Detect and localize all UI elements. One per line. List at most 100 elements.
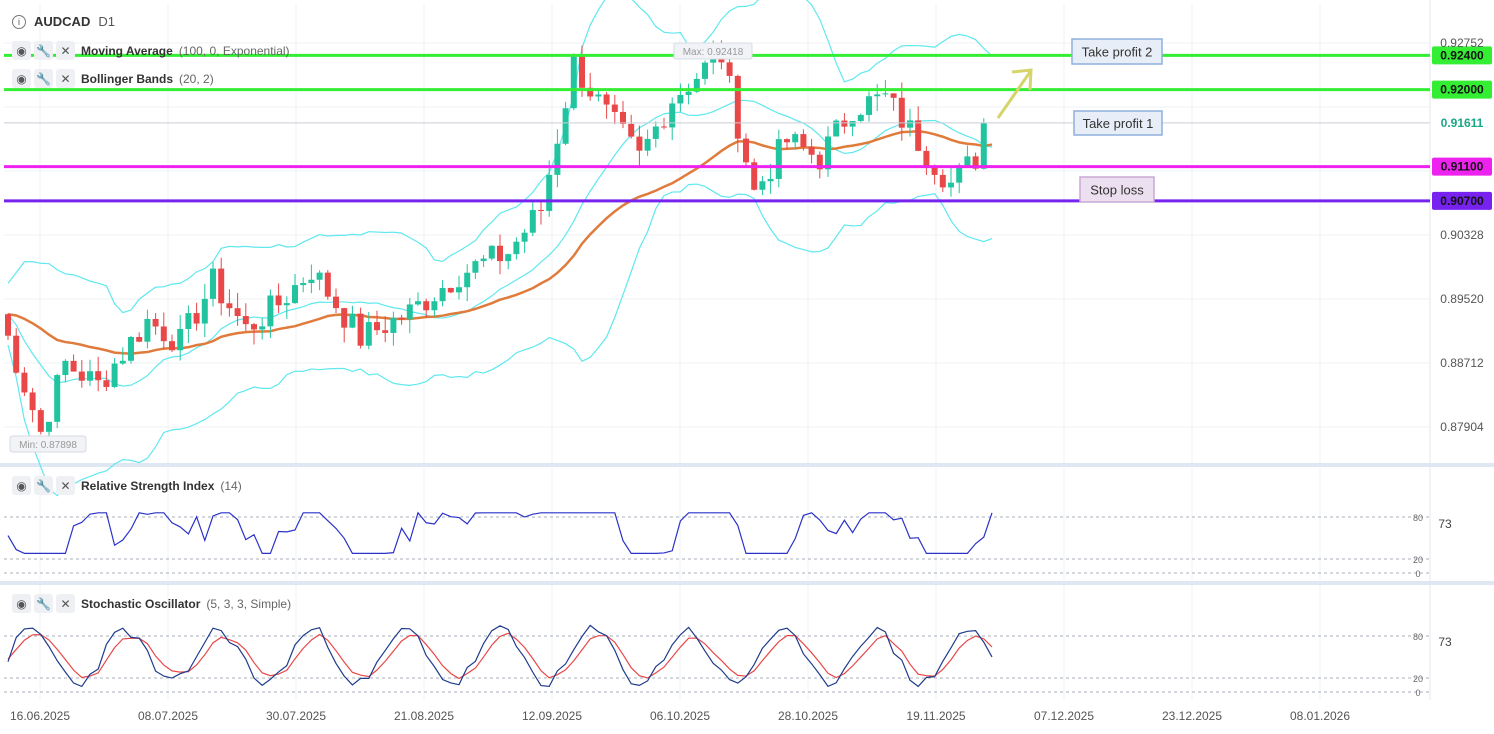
eye-icon[interactable]: ◉ — [12, 476, 31, 495]
candle-body — [119, 360, 126, 364]
wrench-icon[interactable]: 🔧 — [34, 41, 53, 60]
indicator-name: Moving Average — [81, 43, 173, 58]
candle-body — [529, 210, 536, 233]
candle-body — [546, 174, 553, 211]
info-icon[interactable]: i — [12, 14, 26, 29]
x-tick-label: 19.11.2025 — [906, 709, 965, 723]
candle-body — [775, 139, 782, 179]
candle-body — [792, 134, 799, 143]
candle-body — [693, 78, 700, 92]
x-tick-label: 12.09.2025 — [522, 709, 582, 723]
stop-loss-label-box — [1079, 176, 1155, 203]
candle-body — [570, 56, 577, 109]
indicator-row-rsi: ◉ 🔧 ✕ Relative Strength Index (14) — [12, 476, 242, 495]
candle-body — [931, 165, 938, 175]
indicator-row-stoch: ◉ 🔧 ✕ Stochastic Oscillator (5, 3, 3, Si… — [12, 594, 291, 613]
candle-body — [579, 56, 585, 88]
take-profit-2-label: Take profit 2 — [1082, 45, 1153, 60]
candle-body — [849, 120, 856, 127]
candle-body — [226, 303, 233, 309]
candle-body — [210, 268, 216, 299]
y-tick-label: 0.89520 — [1440, 292, 1484, 306]
candle-body — [685, 91, 692, 95]
candle-body — [423, 301, 430, 311]
candle-body — [816, 154, 823, 170]
candle-body — [743, 138, 749, 163]
close-icon[interactable]: ✕ — [56, 41, 75, 60]
candle-body — [505, 254, 512, 262]
eye-icon[interactable]: ◉ — [12, 69, 31, 88]
candle-body — [46, 421, 52, 432]
candle-body — [603, 94, 610, 105]
candle-body — [521, 232, 528, 242]
price-level-label: 0.91100 — [1441, 160, 1484, 174]
candle-body — [726, 62, 733, 76]
eye-icon[interactable]: ◉ — [12, 594, 31, 613]
candle-body — [800, 134, 807, 147]
current-price-label: 0.91611 — [1441, 116, 1484, 130]
price-level-tag — [1432, 191, 1492, 210]
candle-body — [907, 120, 913, 128]
wrench-icon[interactable]: 🔧 — [34, 594, 53, 613]
candle-body — [29, 392, 36, 411]
x-tick-label: 30.07.2025 — [266, 709, 326, 723]
candle-body — [661, 126, 667, 128]
price-level-label: 0.90700 — [1440, 194, 1484, 208]
candle-body — [300, 283, 307, 286]
candle-body — [201, 298, 208, 324]
candle-body — [431, 301, 438, 311]
candle-body — [259, 326, 266, 330]
y-tick-label: 0.87904 — [1440, 420, 1484, 434]
close-icon[interactable]: ✕ — [56, 69, 75, 88]
indicator-params: (5, 3, 3, Simple) — [206, 596, 292, 611]
eye-icon[interactable]: ◉ — [12, 41, 31, 60]
candle-body — [554, 143, 561, 175]
y-tick-label: 0.90328 — [1440, 228, 1484, 242]
x-tick-label: 21.08.2025 — [394, 709, 454, 723]
close-icon[interactable]: ✕ — [56, 476, 75, 495]
candle-body — [308, 279, 315, 284]
candle-body — [292, 285, 298, 304]
candle-body — [283, 303, 290, 306]
candle-body — [923, 150, 930, 166]
candle-body — [611, 104, 618, 112]
x-tick-label: 16.06.2025 — [10, 709, 70, 723]
candle-body — [357, 313, 364, 346]
min-label: Min: 0.87898 — [19, 440, 77, 451]
candle-body — [13, 335, 20, 373]
candle-body — [767, 178, 774, 182]
price-level-tag — [1432, 46, 1492, 65]
candle-body — [333, 296, 339, 309]
candle-body — [497, 245, 503, 262]
price-level-label: 0.92400 — [1440, 48, 1484, 62]
candle-body — [857, 114, 864, 121]
candle-body — [439, 287, 446, 302]
symbol-name: AUDCAD — [34, 14, 91, 29]
candle-body — [956, 165, 963, 183]
candle-body — [382, 330, 389, 333]
target-arrow — [996, 71, 1032, 119]
wrench-icon[interactable]: 🔧 — [34, 69, 53, 88]
candle-body — [341, 308, 348, 328]
wrench-icon[interactable]: 🔧 — [34, 476, 53, 495]
candle-body — [825, 136, 831, 170]
close-icon[interactable]: ✕ — [56, 594, 75, 613]
candle-body — [316, 272, 323, 280]
candle-body — [472, 261, 479, 273]
take-profit-1-label: Take profit 1 — [1083, 116, 1154, 131]
candle-body — [464, 272, 471, 288]
candle-body — [734, 75, 741, 139]
stoch-level-label: 0 — [1415, 688, 1420, 698]
candle-body — [841, 120, 848, 127]
candle-body — [751, 162, 758, 190]
candle-body — [882, 93, 889, 95]
rsi-value-label: 73 — [1438, 517, 1452, 531]
rsi-level-label: 80 — [1413, 513, 1423, 523]
candle-body — [21, 372, 28, 393]
indicator-name: Relative Strength Index — [81, 478, 215, 493]
candle-body — [915, 120, 922, 151]
candle-body — [513, 241, 520, 255]
candle-body — [415, 301, 421, 305]
